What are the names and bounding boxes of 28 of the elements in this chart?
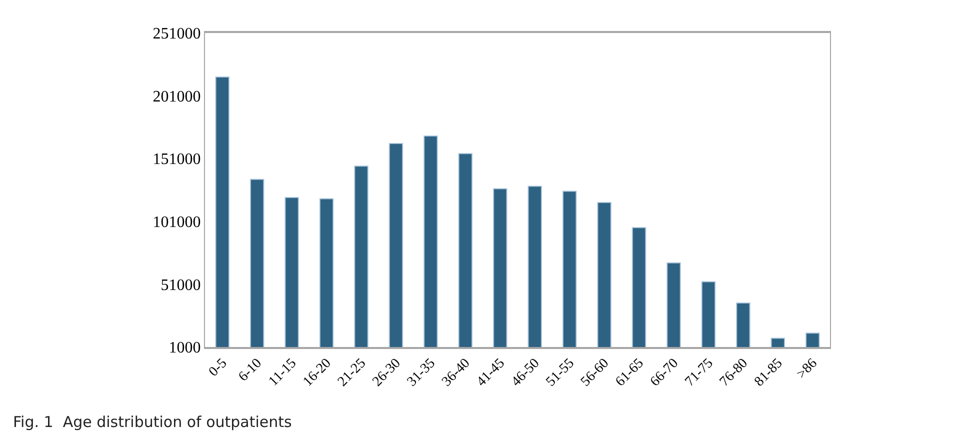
y-tick-label: 101000 <box>152 214 201 231</box>
bar <box>284 197 299 347</box>
x-tick-label: >86 <box>794 356 820 382</box>
y-tick-label: 51000 <box>160 276 201 294</box>
bar <box>562 190 577 347</box>
bar <box>319 198 334 347</box>
y-tick-label: 1000 <box>168 340 201 357</box>
x-tick-label: 6-10 <box>236 356 265 385</box>
bar <box>736 302 750 347</box>
x-tick-label: 0-5 <box>206 356 230 380</box>
bar <box>701 281 716 347</box>
bar <box>388 143 404 347</box>
bar <box>528 186 542 347</box>
bar <box>250 178 264 347</box>
bar <box>458 153 473 347</box>
y-tick-label: 151000 <box>152 151 201 168</box>
bar <box>597 202 612 347</box>
bar <box>424 135 438 347</box>
bar <box>215 76 230 347</box>
bar <box>493 188 508 347</box>
bar <box>806 332 820 347</box>
y-tick-label: 201000 <box>152 88 201 106</box>
bar <box>666 262 681 347</box>
bar <box>632 227 646 347</box>
caption: Fig. 1 Age distribution of outpatients <box>13 413 292 431</box>
y-tick-label: 251000 <box>152 26 201 43</box>
bar <box>354 166 368 347</box>
bar <box>770 338 786 347</box>
